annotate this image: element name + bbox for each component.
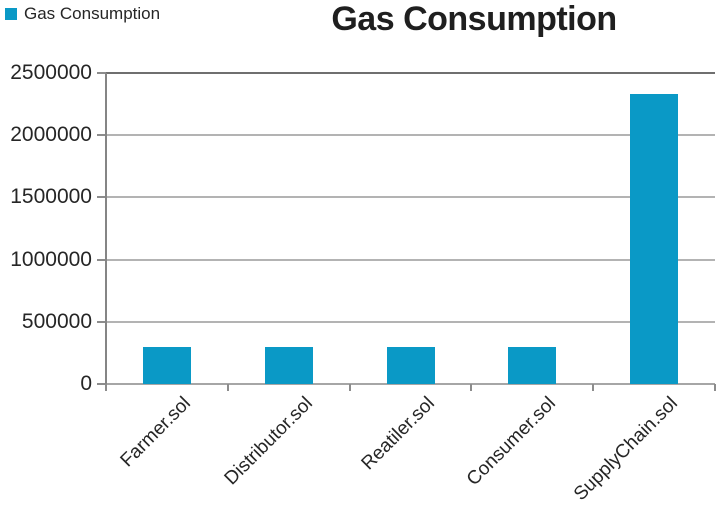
y-axis-tick xyxy=(97,320,106,323)
x-axis-tick xyxy=(226,384,229,391)
y-axis-tick xyxy=(97,383,106,385)
gridline xyxy=(106,320,715,323)
y-axis-label: 1500000 xyxy=(10,185,92,209)
y-axis-label: 500000 xyxy=(21,309,92,333)
y-axis-tick xyxy=(97,72,106,74)
x-axis-tick xyxy=(714,384,716,391)
y-axis-label: 2000000 xyxy=(10,123,92,147)
legend-label: Gas Consumption xyxy=(24,4,161,23)
x-axis-tick xyxy=(592,384,595,391)
x-axis-label: Consumer.sol xyxy=(463,393,561,490)
bar-distributor-sol xyxy=(264,346,313,384)
x-axis-label: Farmer.sol xyxy=(116,393,195,472)
bar-supplychain-sol xyxy=(630,94,679,384)
bar-reatiler-sol xyxy=(386,346,435,384)
x-axis-label: SupplyChain.sol xyxy=(569,393,682,505)
x-axis-tick xyxy=(105,384,107,391)
legend-swatch-icon xyxy=(5,8,17,20)
gridline xyxy=(106,196,715,199)
x-axis-tick xyxy=(470,384,473,391)
gridline xyxy=(106,134,715,137)
x-axis-label: Distributor.sol xyxy=(220,393,317,490)
bar-farmer-sol xyxy=(142,346,191,384)
gridline xyxy=(106,72,715,74)
chart-title: Gas Consumption xyxy=(331,0,617,38)
y-axis-line xyxy=(105,73,107,391)
y-axis-label: 0 xyxy=(80,372,92,395)
y-axis-tick xyxy=(97,196,106,199)
x-axis-tick xyxy=(348,384,351,391)
y-axis-label: 1000000 xyxy=(10,247,92,271)
y-axis-tick xyxy=(97,258,106,261)
x-axis-label: Reatiler.sol xyxy=(357,393,439,475)
y-axis-tick xyxy=(97,134,106,137)
gridline xyxy=(106,258,715,261)
y-axis-label: 2500000 xyxy=(10,61,92,84)
bar-consumer-sol xyxy=(508,346,557,384)
x-axis-line xyxy=(106,383,715,385)
legend: Gas Consumption xyxy=(5,4,161,23)
